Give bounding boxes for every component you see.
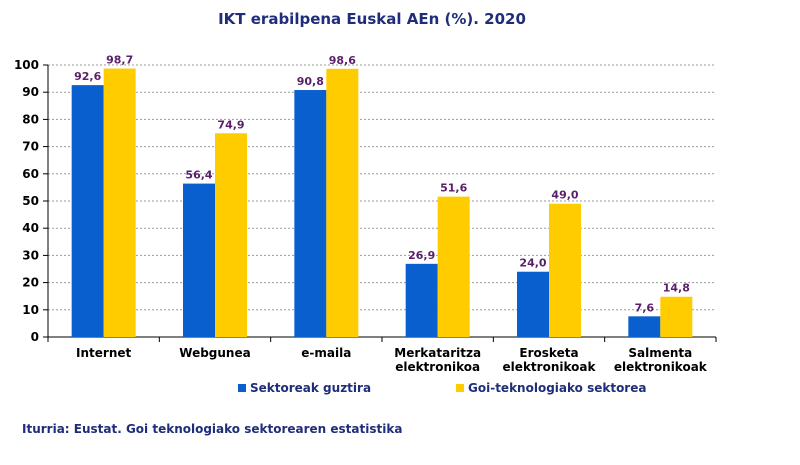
category-label: elektronikoak [614, 360, 708, 374]
data-label: 90,8 [297, 75, 324, 88]
bar [183, 183, 215, 337]
source-note: Iturria: Eustat. Goi teknologiako sektor… [22, 422, 402, 436]
bar [326, 68, 359, 338]
data-labels: 92,6 98,7 56,4 74,9 90,8 98,6 26,9 51,6 24,0 49,0… [74, 54, 690, 315]
bar [405, 263, 438, 337]
data-label: 26,9 [408, 249, 435, 262]
category-label: Webgunea [179, 346, 250, 360]
chart-title: IKT erabilpena Euskal AEn (%). 2020 [218, 10, 526, 28]
bar [437, 196, 470, 337]
bar [294, 90, 327, 337]
data-label: 7,6 [635, 301, 655, 314]
category-label: Salmenta [628, 346, 692, 360]
data-label: 92,6 [74, 70, 101, 83]
bar [215, 133, 247, 337]
category-label: Merkataritza [394, 346, 481, 360]
y-tick-label: 20 [22, 276, 39, 290]
data-label: 24,0 [519, 257, 546, 270]
axes: 0 10 20 30 40 50 60 70 80 90 100 [14, 58, 717, 344]
bars [71, 68, 693, 338]
bar [628, 316, 661, 337]
y-tick-label: 10 [22, 303, 39, 317]
grid-lines [48, 64, 716, 311]
legend-label: Goi-teknologiako sektorea [468, 381, 646, 395]
legend-label: Sektoreak guztira [250, 381, 371, 395]
y-tick-label: 40 [22, 221, 39, 235]
legend: Sektoreak guztira Goi-teknologiako sektor… [238, 381, 646, 395]
y-tick-label: 100 [14, 58, 39, 72]
data-label: 56,4 [185, 169, 212, 182]
category-label: Internet [76, 346, 131, 360]
category-label: e-maila [301, 346, 351, 360]
y-tick-label: 60 [22, 167, 39, 181]
y-tick-label: 30 [22, 248, 39, 262]
data-label: 51,6 [440, 182, 467, 195]
category-labels: Internet Webgunea e-maila Merkataritzaelekt… [76, 346, 708, 374]
bar [549, 203, 581, 337]
y-tick-label: 70 [22, 140, 39, 154]
data-label: 14,8 [663, 282, 690, 295]
y-tick-label: 0 [31, 330, 39, 344]
data-label: 98,6 [329, 54, 356, 67]
data-label: 98,7 [106, 54, 133, 67]
category-label: Erosketa [519, 346, 578, 360]
bar [71, 85, 104, 338]
legend-swatch [456, 384, 464, 392]
y-tick-label: 90 [22, 85, 39, 99]
category-label: elektronikoa [395, 360, 480, 374]
y-tick-label: 50 [22, 194, 39, 208]
bar [660, 296, 693, 337]
category-label: elektronikoak [503, 360, 597, 374]
legend-swatch [238, 384, 246, 392]
data-label: 49,0 [551, 189, 578, 202]
y-tick-label: 80 [22, 112, 39, 126]
bar [517, 271, 549, 337]
data-label: 74,9 [217, 118, 244, 131]
bar [103, 68, 136, 337]
